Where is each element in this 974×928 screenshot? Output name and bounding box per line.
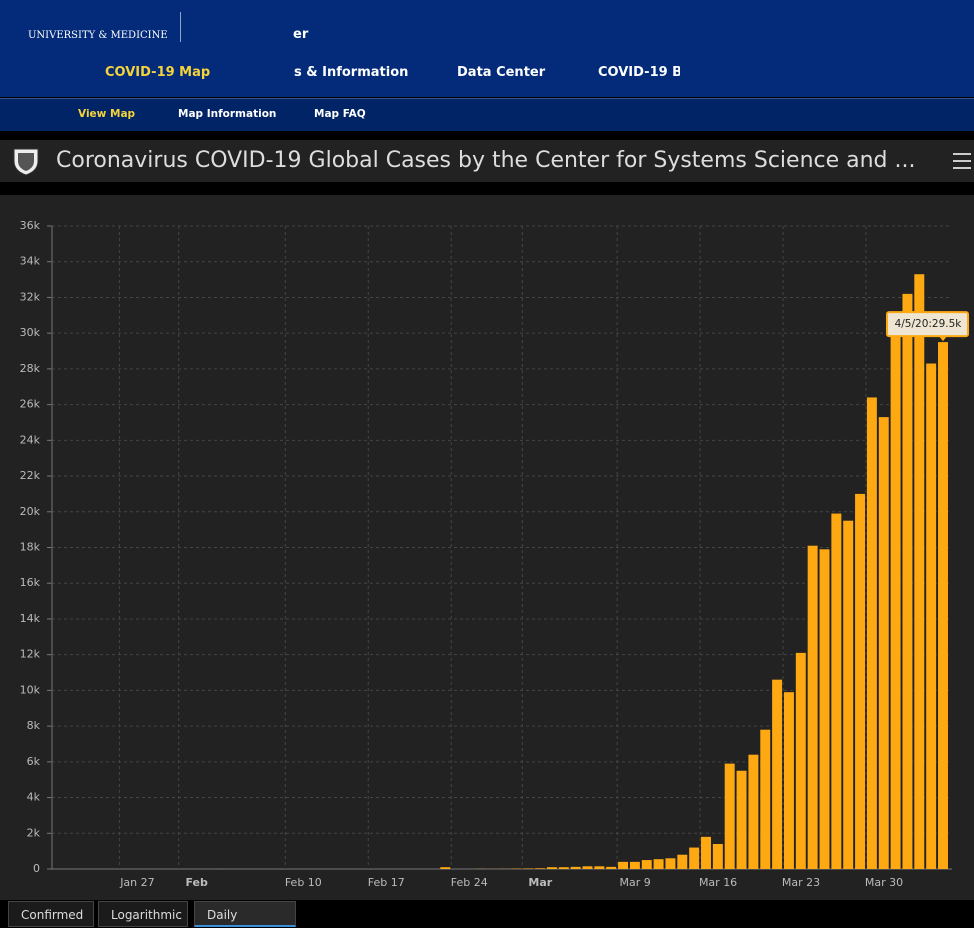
- bar: [819, 549, 830, 869]
- y-tick-label: 4k: [27, 791, 41, 804]
- x-tick-label: Mar: [528, 876, 552, 889]
- x-tick-label: Feb 24: [451, 876, 488, 889]
- y-tick-label: 10k: [20, 683, 41, 696]
- divider: [180, 12, 181, 42]
- chart: 0 2k 4k 6k 8k 10k 12k 14k 16k 18k 20k 22k 24k 26k 28k 3…: [20, 219, 969, 889]
- nav-link[interactable]: COVID-19 Map: [105, 65, 211, 80]
- bar: [558, 867, 569, 869]
- bar: [677, 854, 688, 869]
- tab-selected[interactable]: Daily Increase: [194, 901, 296, 927]
- x-tick-label: Mar 30: [865, 876, 903, 889]
- y-tick-label: 20k: [20, 505, 41, 518]
- bar: [582, 866, 593, 869]
- bar: [665, 858, 676, 869]
- y-tick-label: 8k: [27, 719, 41, 732]
- bar: [736, 770, 747, 869]
- bar: [523, 868, 534, 869]
- nav-link[interactable]: Data Center: [457, 65, 546, 80]
- bar: [866, 397, 877, 869]
- bar: [831, 513, 842, 869]
- bar: [878, 417, 889, 869]
- shield-icon: [13, 148, 39, 176]
- bar: [606, 866, 617, 869]
- bar: [618, 861, 629, 869]
- tooltip-box: [886, 311, 969, 338]
- y-tick-label: 22k: [20, 469, 41, 482]
- site-name: er: [293, 27, 309, 42]
- header: [0, 0, 974, 97]
- x-tick-label: Feb 10: [285, 876, 322, 889]
- nav-link[interactable]: s & Information: [294, 65, 409, 80]
- bar: [712, 843, 723, 869]
- y-tick-label: 2k: [27, 826, 41, 839]
- y-tick-label: 0: [33, 862, 40, 875]
- y-tick-label: 30k: [20, 326, 41, 339]
- tooltip-pointer: [939, 336, 947, 342]
- y-tick-label: 16k: [20, 576, 41, 589]
- bar: [914, 274, 925, 870]
- y-tick-label: 18k: [20, 541, 41, 554]
- y-tick-label: 28k: [20, 362, 41, 375]
- bar: [570, 866, 581, 869]
- bar: [653, 859, 664, 869]
- y-tick-label: 24k: [20, 433, 41, 446]
- y-tick-label: 14k: [20, 612, 41, 625]
- bar: [748, 754, 759, 869]
- bar: [855, 493, 866, 869]
- bar: [629, 861, 640, 869]
- subnav-link[interactable]: Map FAQ: [314, 108, 366, 120]
- y-tick-label: 6k: [27, 755, 41, 768]
- bar: [890, 329, 901, 869]
- bar: [772, 679, 783, 869]
- subnav-link[interactable]: Map Information: [178, 108, 277, 120]
- x-tick-label: Mar 9: [620, 876, 651, 889]
- bar: [902, 293, 913, 870]
- x-tick-label: Feb: [185, 876, 208, 889]
- tooltip-text: 4/5/20:29.5k: [895, 318, 963, 330]
- bar: [926, 363, 937, 869]
- y-tick-label: 36k: [20, 219, 41, 232]
- bar: [783, 692, 794, 869]
- y-tick-label: 12k: [20, 648, 41, 661]
- menu-icon[interactable]: [953, 152, 971, 170]
- x-tick-label: Feb 17: [368, 876, 405, 889]
- x-tick-label: Jan 27: [119, 876, 154, 889]
- y-tick-label: 34k: [20, 255, 41, 268]
- bar: [795, 652, 806, 869]
- title-bar: [0, 140, 974, 182]
- bar: [701, 836, 711, 869]
- bar: [724, 763, 735, 869]
- logo-text: UNIVERSITY & MEDICINE: [28, 30, 168, 41]
- panel-title: Coronavirus COVID-19 Global Cases by the…: [56, 148, 916, 173]
- bar: [938, 342, 948, 869]
- x-tick-label: Mar 16: [699, 876, 737, 889]
- bar: [440, 867, 451, 869]
- y-tick-label: 26k: [20, 398, 41, 411]
- bar: [689, 847, 700, 869]
- bar: [546, 867, 557, 869]
- bar: [760, 729, 771, 869]
- bar: [535, 868, 546, 869]
- nav-link[interactable]: COVID-19 Ba: [598, 65, 680, 80]
- x-tick-label: Mar 23: [782, 876, 820, 889]
- tab[interactable]: Confirmed: [8, 901, 94, 927]
- bar: [594, 866, 605, 869]
- subnav-link[interactable]: View Map: [78, 108, 136, 120]
- tab[interactable]: Logarithmic: [98, 901, 188, 927]
- bar: [641, 860, 652, 869]
- y-tick-label: 32k: [20, 290, 41, 303]
- subnav: [0, 98, 974, 131]
- bar: [843, 520, 854, 869]
- bar: [807, 545, 818, 869]
